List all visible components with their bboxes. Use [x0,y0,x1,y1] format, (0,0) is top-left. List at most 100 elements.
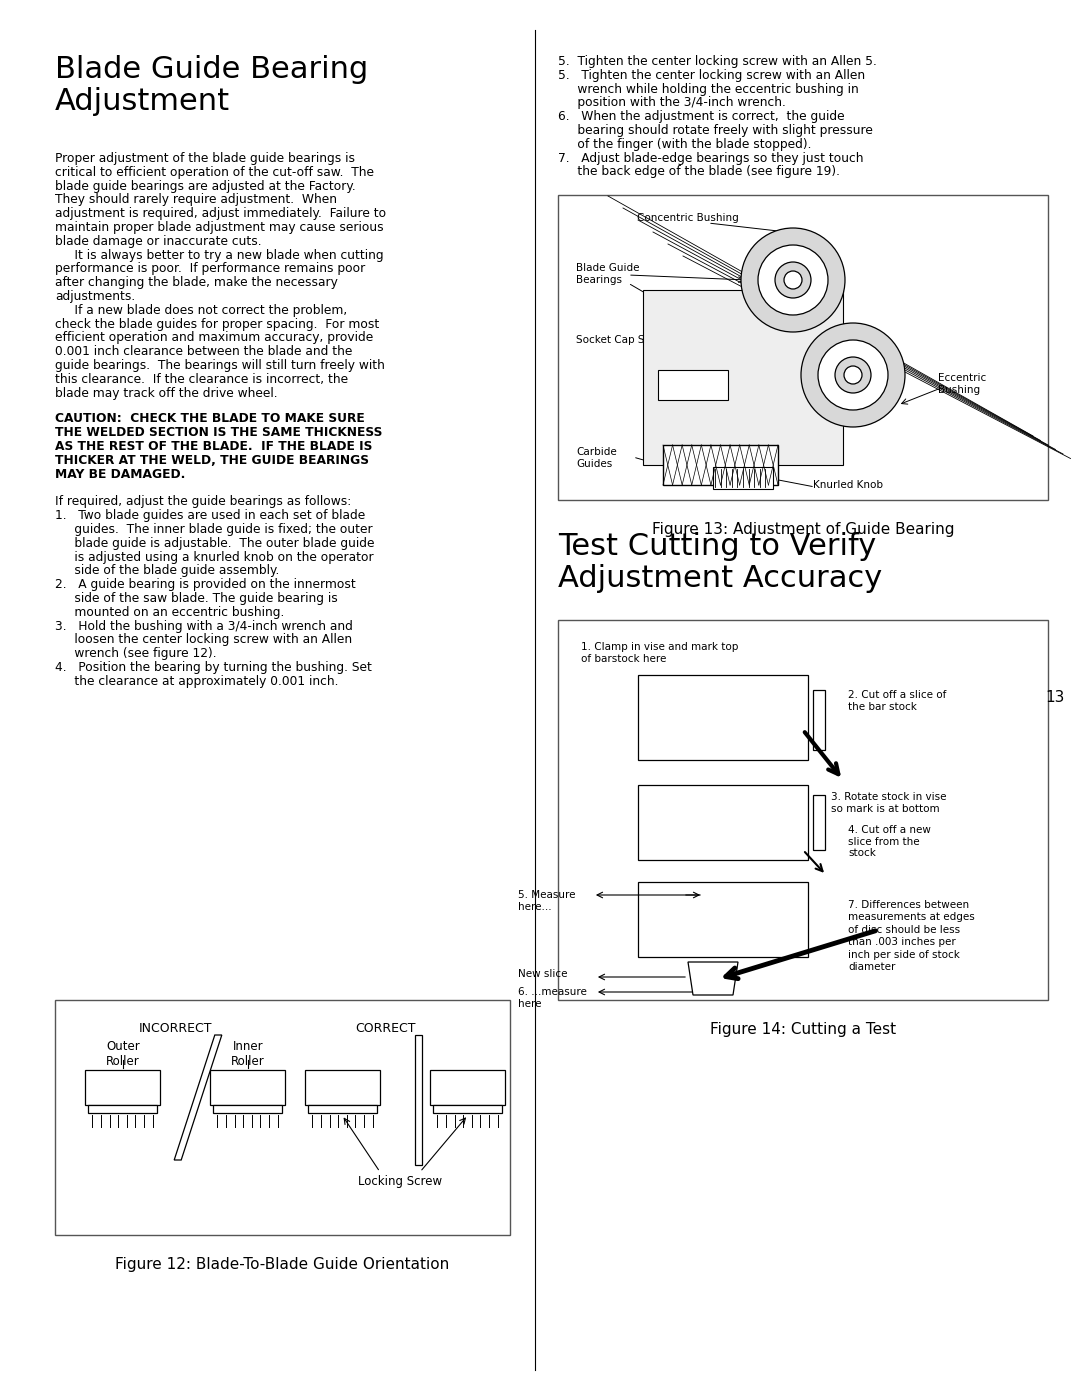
Text: after changing the blade, make the necessary: after changing the blade, make the neces… [55,277,338,289]
Text: Outer
Roller: Outer Roller [106,1039,140,1067]
Text: of the finger (with the blade stopped).: of the finger (with the blade stopped). [558,138,811,151]
Text: Figure 14: Cutting a Test: Figure 14: Cutting a Test [710,1023,896,1037]
Text: 2.   A guide bearing is provided on the innermost: 2. A guide bearing is provided on the in… [55,578,355,591]
Bar [643,291,843,465]
Text: MAY BE DAMAGED.: MAY BE DAMAGED. [55,468,186,481]
Text: THE WELDED SECTION IS THE SAME THICKNESS: THE WELDED SECTION IS THE SAME THICKNESS [55,426,382,439]
Text: They should rarely require adjustment.  When: They should rarely require adjustment. W… [55,193,337,207]
Text: the clearance at approximately 0.001 inch.: the clearance at approximately 0.001 inc… [55,675,338,687]
Circle shape [801,323,905,427]
Text: Inner
Roller: Inner Roller [231,1039,265,1067]
Bar [415,1035,422,1165]
Text: AS THE REST OF THE BLADE.  IF THE BLADE IS: AS THE REST OF THE BLADE. IF THE BLADE I… [55,440,373,453]
Text: wrench (see figure 12).: wrench (see figure 12). [55,647,217,661]
Text: maintain proper blade adjustment may cause serious: maintain proper blade adjustment may cau… [55,221,383,235]
Circle shape [775,263,811,298]
Text: If required, adjust the guide bearings as follows:: If required, adjust the guide bearings a… [55,496,351,509]
Text: side of the saw blade. The guide bearing is: side of the saw blade. The guide bearing… [55,592,338,605]
Text: Concentric Bushing: Concentric Bushing [637,212,739,224]
Text: 5.   Tighten the center locking screw with an Allen: 5. Tighten the center locking screw with… [558,68,865,82]
Bar [433,1105,502,1113]
Text: mounted on an eccentric bushing.: mounted on an eccentric bushing. [55,606,284,619]
Bar [558,620,1048,1000]
Text: Blade Guide Bearing
Adjustment: Blade Guide Bearing Adjustment [55,54,368,116]
Text: 13: 13 [1045,690,1065,705]
Circle shape [758,244,828,314]
Bar [713,467,773,489]
Bar [85,1070,160,1105]
Text: this clearance.  If the clearance is incorrect, the: this clearance. If the clearance is inco… [55,373,348,386]
Text: adjustments.: adjustments. [55,291,135,303]
Bar [638,882,808,957]
Text: 4.   Position the bearing by turning the bushing. Set: 4. Position the bearing by turning the b… [55,661,372,673]
Text: 0.001 inch clearance between the blade and the: 0.001 inch clearance between the blade a… [55,345,352,358]
Text: Blade Guide
Bearings: Blade Guide Bearings [576,263,639,285]
Text: Test Cutting to Verify
Adjustment Accuracy: Test Cutting to Verify Adjustment Accura… [558,532,882,594]
Text: INCORRECT: INCORRECT [138,1023,212,1035]
Text: adjustment is required, adjust immediately.  Failure to: adjustment is required, adjust immediate… [55,207,387,221]
Text: Carbide
Guides: Carbide Guides [576,447,617,468]
Text: Figure 12: Blade-To-Blade Guide Orientation: Figure 12: Blade-To-Blade Guide Orientat… [116,1257,449,1273]
Text: 6.   When the adjustment is correct,  the guide: 6. When the adjustment is correct, the g… [558,110,845,123]
Text: position with the 3/4-inch wrench.: position with the 3/4-inch wrench. [558,96,786,109]
Text: 3. Rotate stock in vise
so mark is at bottom: 3. Rotate stock in vise so mark is at bo… [831,792,946,813]
Bar [813,795,825,849]
Text: blade guide bearings are adjusted at the Factory.: blade guide bearings are adjusted at the… [55,180,355,193]
Bar [213,1105,282,1113]
Bar [813,690,825,750]
Text: performance is poor.  If performance remains poor: performance is poor. If performance rema… [55,263,365,275]
Text: 4. Cut off a new
slice from the
stock: 4. Cut off a new slice from the stock [848,826,931,858]
Text: is adjusted using a knurled knob on the operator: is adjusted using a knurled knob on the … [55,550,374,563]
Text: CAUTION:  CHECK THE BLADE TO MAKE SURE: CAUTION: CHECK THE BLADE TO MAKE SURE [55,412,365,426]
Circle shape [741,228,845,332]
Bar [638,675,808,760]
Text: 6. ...measure
here: 6. ...measure here [518,988,586,1009]
Text: Eccentric
Bushing: Eccentric Bushing [939,373,986,394]
Text: side of the blade guide assembly.: side of the blade guide assembly. [55,564,280,577]
Text: guides.  The inner blade guide is fixed; the outer: guides. The inner blade guide is fixed; … [55,522,373,536]
Text: 1.   Two blade guides are used in each set of blade: 1. Two blade guides are used in each set… [55,509,365,522]
Circle shape [818,339,888,409]
Circle shape [835,358,870,393]
Text: guide bearings.  The bearings will still turn freely with: guide bearings. The bearings will still … [55,359,384,372]
Text: 1. Clamp in vise and mark top
of barstock here: 1. Clamp in vise and mark top of barstoc… [581,643,739,664]
Text: efficient operation and maximum accuracy, provide: efficient operation and maximum accuracy… [55,331,374,345]
Text: blade damage or inaccurate cuts.: blade damage or inaccurate cuts. [55,235,261,247]
Text: critical to efficient operation of the cut-off saw.  The: critical to efficient operation of the c… [55,166,374,179]
Text: 7. Differences between
measurements at edges
of disc should be less
than .003 in: 7. Differences between measurements at e… [848,900,975,972]
Polygon shape [174,1035,221,1160]
Text: blade may track off the drive wheel.: blade may track off the drive wheel. [55,387,278,400]
Text: 3.   Hold the bushing with a 3/4-inch wrench and: 3. Hold the bushing with a 3/4-inch wren… [55,620,353,633]
Text: Knurled Knob: Knurled Knob [813,481,883,490]
Bar [558,196,1048,500]
Circle shape [843,366,862,384]
Bar [55,1000,510,1235]
Bar [658,370,728,400]
Circle shape [784,271,802,289]
Text: If a new blade does not correct the problem,: If a new blade does not correct the prob… [55,303,348,317]
Text: Socket Cap Screw: Socket Cap Screw [576,335,670,345]
Bar [305,1070,380,1105]
Text: loosen the center locking screw with an Allen: loosen the center locking screw with an … [55,633,352,647]
Text: 7.   Adjust blade-edge bearings so they just touch: 7. Adjust blade-edge bearings so they ju… [558,152,864,165]
Text: New slice: New slice [518,970,567,979]
Text: 5.  Tighten the center locking screw with an Allen 5.: 5. Tighten the center locking screw with… [558,54,877,68]
Text: wrench while holding the eccentric bushing in: wrench while holding the eccentric bushi… [558,82,859,95]
Text: THICKER AT THE WELD, THE GUIDE BEARINGS: THICKER AT THE WELD, THE GUIDE BEARINGS [55,454,369,467]
Text: It is always better to try a new blade when cutting: It is always better to try a new blade w… [55,249,383,261]
Polygon shape [688,963,738,995]
Text: bearing should rotate freely with slight pressure: bearing should rotate freely with slight… [558,124,873,137]
Text: blade guide is adjustable.  The outer blade guide: blade guide is adjustable. The outer bla… [55,536,375,550]
Text: 5. Measure
here...: 5. Measure here... [518,890,576,912]
Text: CORRECT: CORRECT [354,1023,415,1035]
Text: Figure 13: Adjustment of Guide Bearing: Figure 13: Adjustment of Guide Bearing [651,522,955,536]
Text: Proper adjustment of the blade guide bearings is: Proper adjustment of the blade guide bea… [55,152,355,165]
Bar [308,1105,377,1113]
Bar [638,785,808,861]
Text: check the blade guides for proper spacing.  For most: check the blade guides for proper spacin… [55,317,379,331]
Text: 2. Cut off a slice of
the bar stock: 2. Cut off a slice of the bar stock [848,690,946,711]
Bar [87,1105,157,1113]
Bar [430,1070,505,1105]
Bar [663,446,778,485]
Bar [210,1070,285,1105]
